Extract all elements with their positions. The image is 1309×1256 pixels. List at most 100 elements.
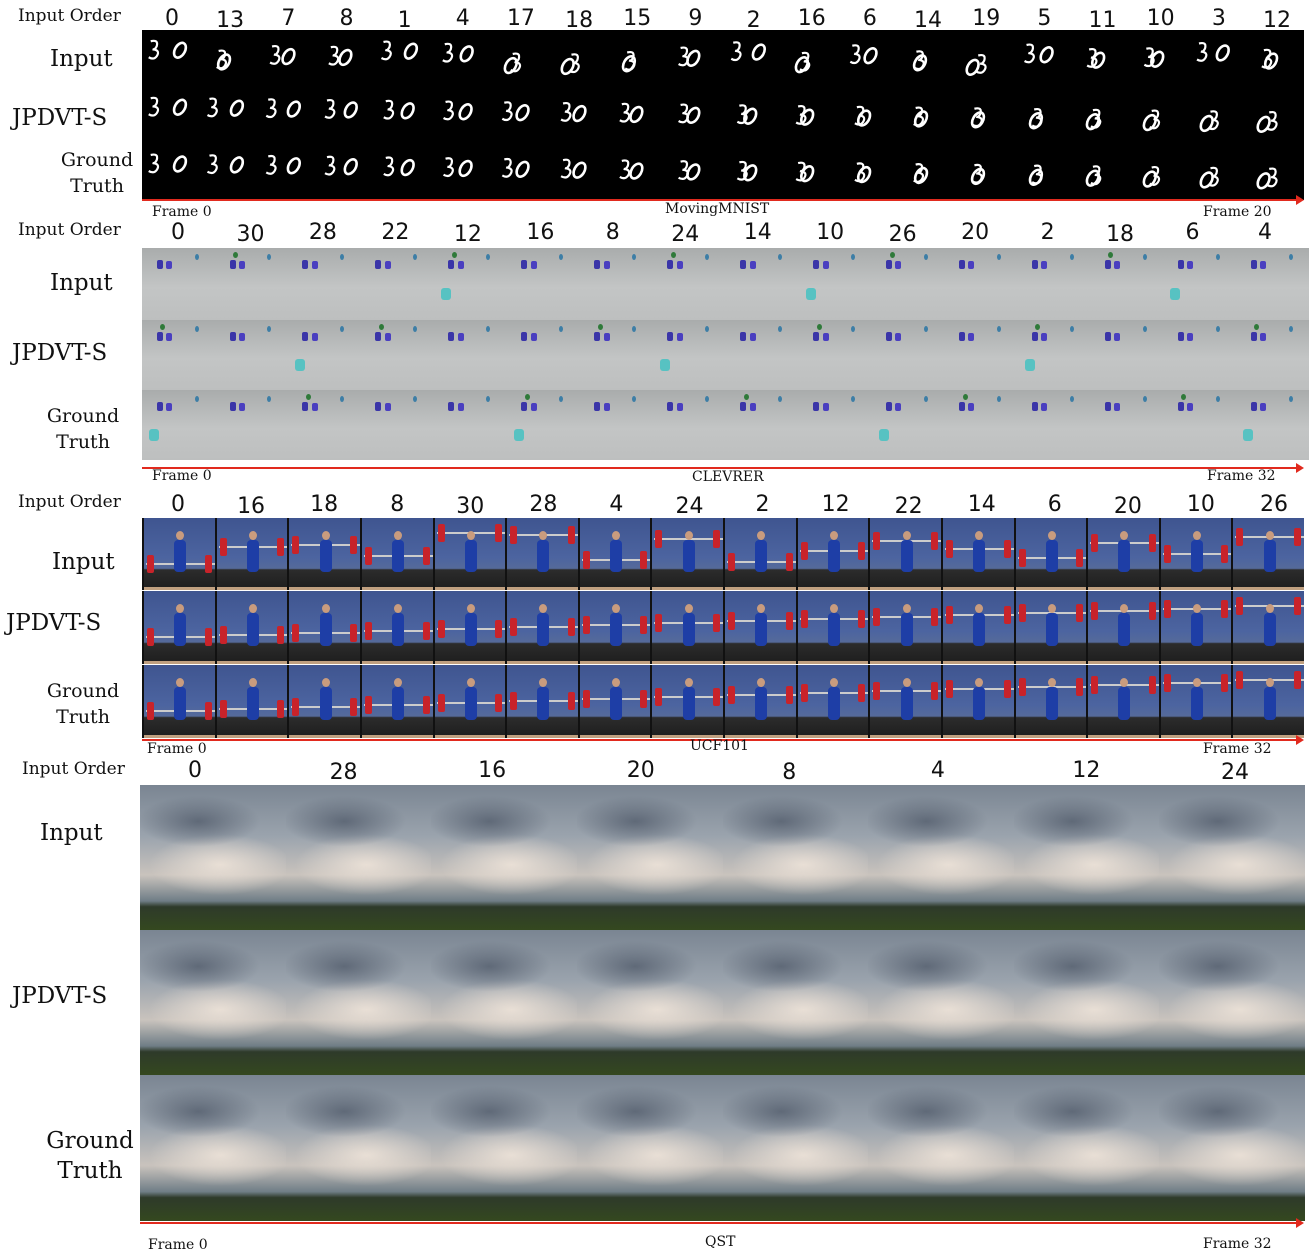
input-order-label: Input Order (18, 6, 121, 26)
ground-truth-line1: Ground (46, 680, 120, 702)
frame-thumbnail (491, 144, 550, 200)
frame-thumbnail (433, 144, 492, 200)
input-order-number: 22 (894, 494, 923, 519)
frame-thumbnail (433, 30, 492, 87)
frame-thumbnail (665, 87, 724, 144)
input-order-number: 7 (281, 6, 296, 31)
frame-thumbnail (214, 591, 292, 664)
frame-thumbnail (798, 320, 873, 390)
frame-thumbnail (287, 665, 365, 738)
input-order-number: 28 (529, 492, 558, 517)
frame-thumbnail (722, 785, 869, 930)
frame-thumbnail (871, 320, 946, 390)
input-order-number: 12 (453, 222, 482, 247)
frame-thumbnail (1090, 320, 1165, 390)
input-order-number: 5 (1037, 6, 1052, 31)
input-order-number: 6 (1047, 492, 1062, 517)
frame-thumbnail (650, 665, 728, 738)
ground-truth-line1: Ground (46, 405, 120, 427)
input-order-number: 4 (609, 492, 624, 517)
frame-thumbnail (285, 1075, 432, 1221)
frame-thumbnail (214, 518, 292, 590)
frame-thumbnail (722, 930, 869, 1075)
input-order-number: 0 (171, 220, 185, 245)
input-order-number: 18 (565, 8, 594, 33)
frame-thumbnail (491, 30, 550, 87)
frame-thumbnail (1130, 144, 1189, 200)
frame-thumbnail (433, 87, 492, 144)
input-order-number: 10 (1186, 492, 1215, 517)
frame-thumbnail (1158, 665, 1236, 738)
row-label-model: JPDVT-S (12, 340, 108, 366)
frame-thumbnail (725, 320, 800, 390)
frame-thumbnail (258, 144, 317, 200)
ground-truth-line2: Truth (56, 706, 110, 728)
frame-thumbnail (258, 87, 317, 144)
input-order-number: 13 (216, 8, 245, 33)
frame-thumbnail (1013, 785, 1160, 930)
row-label-input: Input (40, 820, 103, 846)
frame-thumbnail (781, 144, 840, 200)
frame-thumbnail (1188, 87, 1247, 144)
frame-thumbnail (505, 518, 583, 590)
frame-thumbnail (433, 390, 509, 460)
frame-thumbnail (577, 591, 655, 664)
frame-thumbnail (142, 665, 220, 738)
frame-thumbnail (955, 30, 1014, 87)
row-label-ground-truth: Ground Truth (30, 403, 136, 455)
frame-thumbnail (650, 591, 728, 664)
frame-thumbnail (142, 320, 217, 390)
frame-thumbnail (505, 665, 583, 738)
ground-truth-line1: Ground (60, 149, 134, 171)
input-order-number: 0 (165, 6, 179, 31)
row-label-input: Input (52, 549, 115, 575)
frame-thumbnail (200, 30, 259, 87)
frame-thumbnail (607, 30, 666, 87)
frame-thumbnail (287, 390, 363, 460)
frame-thumbnail (491, 87, 550, 144)
qst-frames-image (140, 785, 1305, 1221)
input-order-number: 19 (972, 6, 1001, 31)
input-order-number: 14 (743, 220, 772, 245)
frame-thumbnail (723, 518, 801, 590)
frame-thumbnail (1013, 1075, 1160, 1221)
input-order-number: 24 (1221, 760, 1249, 785)
timeline-arrow (142, 463, 1304, 473)
frame-thumbnail (579, 248, 655, 320)
input-order-number: 10 (1146, 6, 1175, 31)
frame-thumbnail (781, 30, 840, 87)
frame-thumbnail (723, 30, 782, 87)
input-order-number: 4 (930, 758, 945, 783)
frame-thumbnail (1017, 248, 1092, 320)
frame-thumbnail (652, 390, 727, 460)
frame-thumbnail (142, 591, 220, 664)
frame-thumbnail (897, 30, 956, 87)
frame-thumbnail (868, 785, 1015, 930)
timeline-arrow (142, 195, 1304, 205)
input-order-number: 14 (914, 8, 943, 33)
frame-thumbnail (665, 30, 724, 87)
frame-thumbnail (142, 30, 201, 87)
frame-thumbnail (944, 390, 1019, 460)
input-order-number: 18 (1106, 222, 1135, 247)
input-order-number: 14 (967, 492, 996, 517)
frame-start-label: Frame 0 (147, 741, 207, 757)
frame-thumbnail (839, 144, 898, 200)
frame-thumbnail (1013, 930, 1160, 1075)
timeline-arrow (140, 1218, 1304, 1228)
input-order-number: 20 (1113, 494, 1142, 519)
frame-thumbnail (944, 248, 1019, 320)
input-order-number: 4 (455, 6, 470, 31)
frame-thumbnail (798, 248, 873, 320)
frame-thumbnail (1017, 320, 1092, 390)
timeline-arrow (142, 735, 1304, 745)
input-order-number: 26 (888, 222, 917, 247)
input-order-number: 4 (1258, 220, 1272, 245)
frame-thumbnail (798, 390, 873, 460)
frame-end-label: Frame 32 (1203, 1236, 1272, 1252)
frame-thumbnail (1159, 930, 1305, 1075)
frame-thumbnail (1163, 390, 1238, 460)
dataset-label: CLEVRER (692, 469, 764, 485)
row-label-ground-truth: Ground Truth (30, 1126, 150, 1186)
frame-thumbnail (200, 87, 259, 144)
